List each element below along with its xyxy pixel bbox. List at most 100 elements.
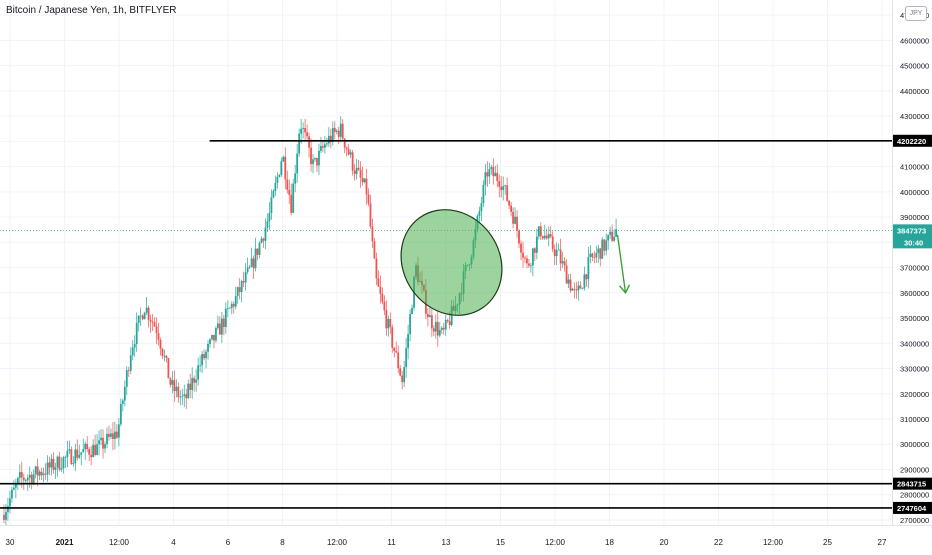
candle-body xyxy=(114,431,116,439)
time-tick-label: 27 xyxy=(878,538,887,547)
candle-body xyxy=(478,211,481,217)
candle-body xyxy=(209,339,211,344)
candle-body xyxy=(129,355,132,371)
price-tick-label: 3700000 xyxy=(900,264,929,273)
candle-body xyxy=(62,457,65,469)
time-tick-label: 6 xyxy=(226,538,231,547)
candle-body xyxy=(288,189,291,195)
candle-body xyxy=(302,128,305,129)
candle-body xyxy=(213,334,215,341)
candle-body xyxy=(405,348,408,368)
candle-body xyxy=(230,303,233,308)
down-arrow-head[interactable] xyxy=(619,284,631,294)
time-tick-label: 4 xyxy=(171,538,176,547)
candle-body xyxy=(5,512,7,520)
candle-body xyxy=(543,235,546,239)
candle-body xyxy=(581,288,584,290)
candle-body xyxy=(389,318,392,328)
candle-body xyxy=(187,383,190,399)
horizontal-lines[interactable] xyxy=(0,139,892,509)
price-tick-label: 3400000 xyxy=(900,339,929,348)
candle-body xyxy=(14,484,17,488)
candle-body xyxy=(492,167,495,177)
candle-body xyxy=(78,454,81,458)
time-axis[interactable]: 30 2021 12:00 4 6 8 12:00 11 13 15 12:00 18 20 22 12:0… xyxy=(0,525,932,548)
candle-body xyxy=(153,322,156,327)
candle-body xyxy=(551,236,554,250)
candle-body xyxy=(256,248,259,255)
highlight-ellipse[interactable] xyxy=(381,190,523,335)
candle-body xyxy=(573,288,576,290)
candle-body xyxy=(32,474,35,483)
candle-body xyxy=(587,256,590,280)
time-tick-label: 12:00 xyxy=(109,538,130,547)
candle-body xyxy=(593,257,596,258)
candle-body xyxy=(254,248,257,269)
candle-body xyxy=(211,334,213,340)
price-tick-label: 4100000 xyxy=(900,163,929,172)
candle-body xyxy=(175,386,178,391)
price-tick-label: 3300000 xyxy=(900,365,929,374)
price-tick-label: 4400000 xyxy=(900,87,929,96)
time-tick-label: 18 xyxy=(605,538,614,547)
candle-body xyxy=(561,261,564,264)
candle-body xyxy=(284,156,287,180)
price-tag-label: 4202220 xyxy=(897,137,926,146)
candle-body xyxy=(232,303,235,307)
candle-body xyxy=(595,253,598,258)
candle-body xyxy=(290,194,293,213)
candle-body xyxy=(300,128,303,134)
candle-body xyxy=(486,172,489,177)
candle-body xyxy=(88,449,91,455)
candle-body xyxy=(244,272,247,283)
candle-body xyxy=(545,235,548,239)
candle-body xyxy=(524,257,526,259)
candle-body xyxy=(359,169,362,178)
candle-body xyxy=(541,236,544,239)
candle-body xyxy=(310,147,312,165)
candle-body xyxy=(151,321,154,323)
price-tick-label: 4600000 xyxy=(900,36,929,45)
candle-body xyxy=(228,307,231,309)
candle-body xyxy=(286,179,289,190)
candle-body xyxy=(131,347,134,356)
candle-body xyxy=(215,328,217,341)
candle-body xyxy=(597,248,600,254)
candle-body xyxy=(276,176,279,183)
candle-body xyxy=(401,375,404,383)
price-tag-bg xyxy=(893,134,932,147)
candle-body xyxy=(432,328,435,332)
candle-body xyxy=(106,433,108,445)
time-tick-label: 30 xyxy=(6,538,15,547)
candle-body xyxy=(444,319,447,330)
drawings[interactable] xyxy=(381,190,631,335)
candle-body xyxy=(563,261,566,266)
candle-body xyxy=(169,378,172,385)
candle-body xyxy=(498,181,501,187)
candle-body xyxy=(603,239,606,251)
candle-body xyxy=(98,440,100,445)
candle-body xyxy=(102,437,104,449)
candle-body xyxy=(16,478,19,485)
down-arrow-shaft[interactable] xyxy=(616,234,627,293)
candle-body xyxy=(355,167,358,174)
candlesticks xyxy=(3,116,617,526)
candle-body xyxy=(139,315,142,317)
candle-body xyxy=(238,287,241,292)
candle-body xyxy=(325,143,328,145)
candle-body xyxy=(579,285,582,289)
candle-body xyxy=(44,473,47,475)
candle-body xyxy=(349,152,352,155)
countdown-label: 30:40 xyxy=(904,238,923,247)
price-axis[interactable]: 2700000 2800000 2900000 3000000 3100000 32000… xyxy=(892,0,930,525)
candle-body xyxy=(24,480,27,482)
candle-body xyxy=(84,443,87,450)
time-tick-label: 22 xyxy=(714,538,723,547)
candle-body xyxy=(54,467,57,470)
candle-body xyxy=(189,383,192,390)
currency-badge[interactable]: JPY xyxy=(905,6,927,21)
candle-body xyxy=(94,444,97,455)
candle-body xyxy=(278,174,281,177)
